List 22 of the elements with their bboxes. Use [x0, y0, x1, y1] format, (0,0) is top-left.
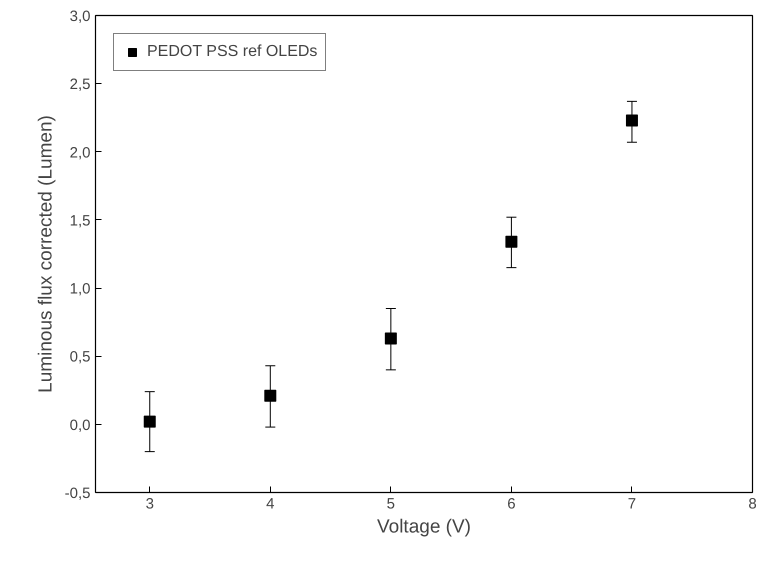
x-tick-label: 3 [146, 496, 154, 512]
point [626, 114, 638, 126]
x-tick-label: 8 [748, 496, 757, 512]
y-axis-title: Luminous flux corrected (Lumen) [36, 115, 57, 393]
point [505, 236, 518, 248]
y-tick-label: 3,0 [70, 8, 91, 25]
y-tick-label: 2,5 [70, 76, 91, 94]
y-tick-label: 1,5 [70, 212, 91, 230]
y-tick-label: 1,0 [70, 280, 91, 298]
legend-label: PEDOT PSS ref OLEDs [147, 43, 318, 61]
y-tick-label: -0,5 [64, 485, 91, 502]
x-axis-title: Voltage (V) [377, 516, 471, 538]
point [264, 390, 276, 402]
x-tick-label: 7 [628, 496, 636, 512]
x-tick-label: 5 [386, 496, 396, 512]
y-tick-label: 0,0 [70, 416, 91, 434]
x-tick-label: 6 [507, 496, 516, 512]
y-tick-label: 0,5 [70, 348, 91, 366]
point [384, 332, 397, 344]
x-tick-label: 4 [266, 496, 274, 512]
y-tick-label: 2,0 [70, 144, 91, 162]
point [144, 416, 156, 428]
